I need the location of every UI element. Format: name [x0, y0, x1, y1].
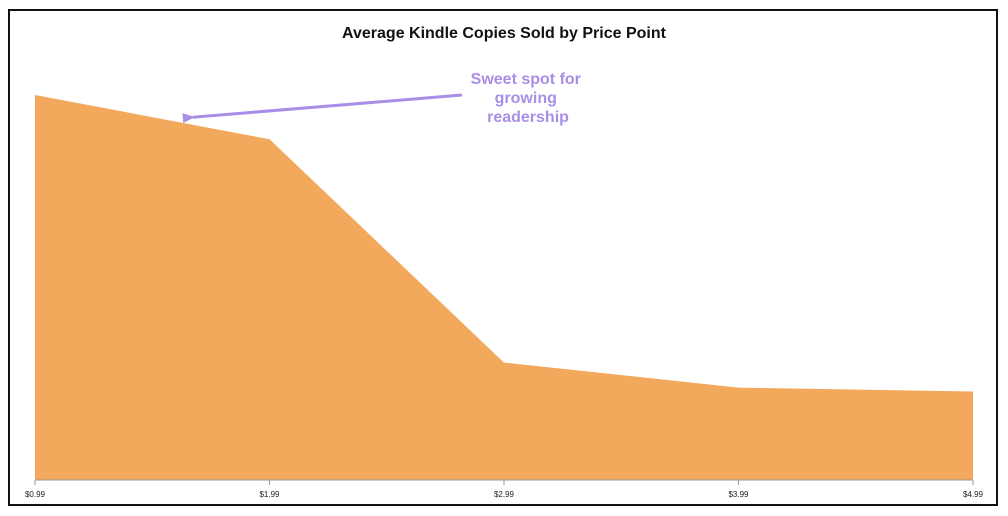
annotation-line-2: growing: [495, 90, 557, 107]
x-tick-label: $1.99: [259, 490, 280, 499]
annotation-arrow: [182, 93, 463, 124]
x-tick-label: $0.99: [25, 490, 46, 499]
annotation-line-3: readership: [487, 109, 569, 126]
area-series: [35, 95, 973, 480]
annotation-line-1: Sweet spot for: [471, 71, 581, 88]
plot-area: [35, 95, 973, 480]
chart-title: Average Kindle Copies Sold by Price Poin…: [342, 25, 667, 42]
x-axis: $0.99 $1.99 $2.99 $3.99 $4.99: [25, 479, 984, 499]
annotation: Sweet spot for growing readership: [182, 71, 586, 126]
x-tick-label: $3.99: [728, 490, 749, 499]
x-tick-label: $4.99: [963, 490, 984, 499]
annotation-text: Sweet spot for growing readership: [471, 71, 586, 126]
x-tick-label: $2.99: [494, 490, 515, 499]
